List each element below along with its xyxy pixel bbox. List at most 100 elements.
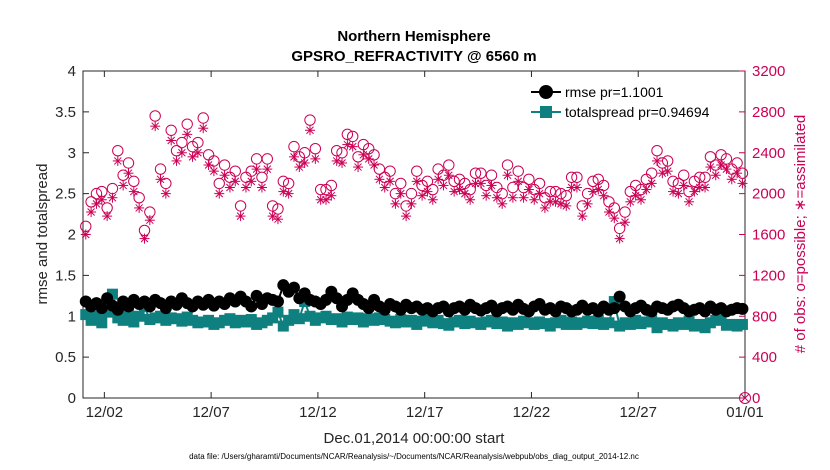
obs-possible-point xyxy=(325,179,338,192)
asterisk-stroke xyxy=(380,183,389,192)
obs-possible-point xyxy=(154,163,167,175)
y2-tick-label: 0 xyxy=(752,390,760,407)
asterisk-stroke xyxy=(626,197,635,206)
obs-possible-point xyxy=(501,159,514,171)
obs-assimilated-point xyxy=(486,180,497,191)
obs-possible-point xyxy=(176,136,188,149)
asterisk-stroke xyxy=(215,189,224,198)
obs-assimilated-point xyxy=(603,207,614,218)
obs-assimilated-point xyxy=(518,192,529,203)
obs-possible-point xyxy=(347,130,359,143)
asterisk-stroke xyxy=(418,191,426,200)
asterisk-stroke xyxy=(135,204,144,212)
asterisk-stroke xyxy=(722,165,731,173)
obs-assimilated-point xyxy=(369,160,380,171)
asterisk-stroke xyxy=(690,187,699,196)
asterisk-stroke xyxy=(226,183,234,192)
obs-possible-point xyxy=(298,147,311,159)
asterisk-stroke xyxy=(444,171,453,180)
obs-assimilated-point xyxy=(625,196,636,207)
obs-assimilated-point xyxy=(652,155,663,166)
obs-assimilated-point xyxy=(710,170,721,181)
obs-assimilated-point xyxy=(358,149,369,160)
asterisk-stroke xyxy=(354,163,362,171)
legend-rmse-label: rmse pr=1.1001 xyxy=(565,84,664,100)
obs-possible-point xyxy=(192,136,204,149)
obs-assimilated-point xyxy=(80,229,91,240)
obs-possible-point xyxy=(266,200,279,212)
asterisk-stroke xyxy=(242,183,250,192)
y2-tick-label: 1600 xyxy=(752,227,785,244)
obs-possible-point xyxy=(261,153,273,165)
asterisk-stroke xyxy=(375,175,384,184)
obs-possible-point xyxy=(512,165,524,177)
obs-assimilated-point xyxy=(144,215,155,226)
asterisk-stroke xyxy=(199,124,208,133)
obs-assimilated-point xyxy=(374,174,385,185)
asterisk-stroke xyxy=(594,185,603,194)
obs-assimilated-point xyxy=(176,147,187,158)
obs-assimilated-point xyxy=(593,184,604,195)
asterisk-stroke xyxy=(220,171,229,180)
y2-tick-label: 2400 xyxy=(752,145,785,162)
obs-possible-point xyxy=(619,206,631,218)
obs-assimilated-point xyxy=(251,164,262,175)
totalspread-point xyxy=(283,314,295,326)
asterisk-stroke xyxy=(103,212,111,220)
obs-assimilated-point xyxy=(118,180,129,191)
obs-assimilated-point xyxy=(203,160,214,171)
asterisk-stroke xyxy=(151,122,160,131)
obs-assimilated-point xyxy=(705,162,716,173)
asterisk-stroke xyxy=(482,191,491,200)
obs-assimilated-point xyxy=(299,157,310,168)
x-tick-label: 12/17 xyxy=(406,404,444,421)
obs-assimilated-point xyxy=(112,155,123,166)
asterisk-stroke xyxy=(551,197,560,206)
asterisk-stroke xyxy=(637,195,645,204)
obs-assimilated-point xyxy=(497,198,508,209)
asterisk-stroke xyxy=(631,191,640,200)
obs-assimilated-point xyxy=(614,233,625,244)
obs-possible-point xyxy=(341,128,354,141)
asterisk-stroke xyxy=(412,177,421,186)
obs-possible-point xyxy=(699,171,711,183)
ticks-layer: 12/02 12/07 12/12 12/17 12/22 12/27 01/0100.51… xyxy=(55,63,785,421)
asterisk-stroke xyxy=(578,212,587,220)
obs-possible-point xyxy=(587,175,599,188)
asterisk-stroke xyxy=(204,161,213,169)
asterisk-stroke xyxy=(145,216,154,225)
asterisk-stroke xyxy=(407,199,416,208)
y-tick-label: 3.5 xyxy=(55,104,76,121)
rmse-point xyxy=(245,300,258,313)
obs-possible-point xyxy=(613,222,626,235)
data-file-footer: data file: /Users/gharamti/Documents/NCA… xyxy=(189,452,639,461)
obs-assimilated-point xyxy=(86,207,97,218)
asterisk-stroke xyxy=(711,171,720,180)
x-tick-label: 12/12 xyxy=(299,404,337,421)
asterisk-stroke xyxy=(140,234,149,243)
legend-spread-marker xyxy=(540,106,552,118)
rmse-point xyxy=(608,302,621,315)
obs-assimilated-point xyxy=(262,164,273,175)
asterisk-stroke xyxy=(669,187,677,196)
obs-possible-point xyxy=(678,169,690,181)
obs-assimilated-point xyxy=(363,153,374,164)
obs-assimilated-point xyxy=(230,176,241,187)
obs-possible-point xyxy=(122,157,135,169)
obs-assimilated-point xyxy=(454,184,465,195)
asterisk-stroke xyxy=(97,195,106,204)
asterisk-stroke xyxy=(284,189,293,198)
obs-zero-point xyxy=(739,392,751,404)
x-tick-label: 01/01 xyxy=(726,404,764,421)
totalspread-point xyxy=(128,316,140,328)
totalspread-point xyxy=(646,314,658,326)
asterisk-stroke xyxy=(338,159,346,167)
asterisk-stroke xyxy=(599,191,608,200)
asterisk-stroke xyxy=(514,177,523,186)
obs-assimilated-point xyxy=(102,211,113,222)
asterisk-stroke xyxy=(674,189,683,198)
obs-possible-point xyxy=(277,175,290,188)
asterisk-stroke xyxy=(487,181,496,190)
obs-assimilated-point xyxy=(219,170,230,181)
asterisk-stroke xyxy=(573,183,581,192)
